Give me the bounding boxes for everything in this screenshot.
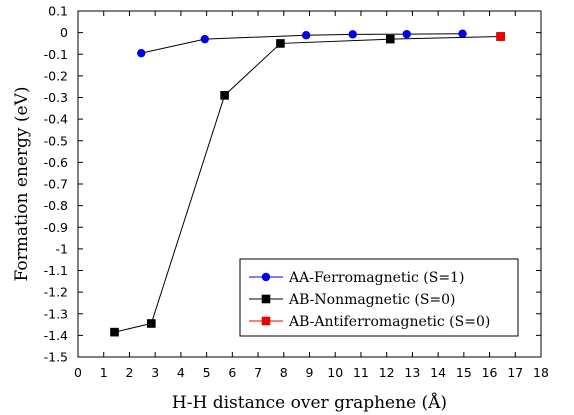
legend-marker: [261, 294, 271, 304]
x-tick-label: 8: [280, 365, 288, 380]
legend: AA-Ferromagnetic (S=1) AB-Nonmagnetic (S=…: [239, 258, 519, 337]
x-tick-label: 3: [151, 365, 159, 380]
y-tick-label: -0.3: [44, 90, 68, 105]
series-line: [114, 36, 501, 333]
y-tick-label: 0.1: [48, 4, 68, 19]
y-tick-label: -1: [56, 241, 68, 256]
y-tick-label: -0.9: [44, 220, 68, 235]
y-tick-label: -1.2: [44, 285, 68, 300]
legend-label: AB-Antiferromagnetic (S=0): [288, 314, 490, 330]
x-tick-label: 13: [404, 365, 420, 380]
series-line: [141, 33, 463, 54]
legend-item: AB-Antiferromagnetic (S=0): [249, 314, 490, 330]
x-tick-label: 0: [74, 365, 82, 380]
y-tick-label: -1.1: [44, 263, 68, 278]
y-tick-label: -0.5: [44, 133, 68, 148]
y-tick-label: -0.8: [44, 198, 68, 213]
x-tick-label: 16: [482, 365, 498, 380]
y-tick-label: -0.2: [44, 68, 68, 83]
y-tick-label: -0.1: [44, 47, 68, 62]
data-point: [458, 29, 467, 38]
data-point: [496, 32, 505, 41]
y-axis-label: Formation energy (eV): [12, 86, 32, 281]
x-tick-label: 4: [177, 365, 185, 380]
x-tick-label: 5: [203, 365, 211, 380]
x-tick-label: 10: [327, 365, 343, 380]
x-tick-label: 17: [507, 365, 523, 380]
y-tick-label: -0.7: [44, 177, 68, 192]
legend-label: AB-Nonmagnetic (S=0): [288, 292, 456, 308]
ticks: 0 1 2 3 4 5 6 7 8 9 10 11 12 13 14 15 16 17 180.10-0.1-0.2…: [44, 4, 549, 381]
x-tick-label: 9: [306, 365, 314, 380]
data-point: [301, 31, 311, 40]
x-axis-label: H-H distance over graphene (Å): [172, 392, 447, 413]
x-tick-label: 14: [430, 365, 446, 380]
x-tick-label: 11: [353, 365, 369, 380]
series-1: [137, 29, 467, 58]
data-point: [110, 327, 119, 337]
x-tick-label: 7: [254, 365, 262, 380]
legend-label: AA-Ferromagnetic (S=1): [288, 270, 464, 286]
x-tick-label: 18: [533, 365, 549, 380]
data-point: [220, 91, 229, 100]
y-tick-label: -0.4: [44, 112, 68, 127]
x-tick-label: 2: [125, 365, 133, 380]
legend-marker: [261, 272, 271, 282]
legend-item: AB-Nonmagnetic (S=0): [249, 292, 456, 308]
data-point: [200, 34, 210, 44]
legend-box: [239, 258, 519, 337]
y-tick-label: -0.6: [44, 155, 68, 170]
data-point: [385, 34, 395, 44]
y-tick-label: -1.5: [44, 350, 68, 365]
series-3: [496, 32, 505, 41]
data-point: [402, 29, 411, 39]
data-point: [348, 30, 357, 39]
x-tick-label: 15: [456, 365, 472, 380]
data-point: [276, 39, 285, 48]
legend-item: AA-Ferromagnetic (S=1): [249, 270, 464, 286]
y-tick-label: 0: [60, 25, 68, 40]
x-tick-label: 6: [228, 365, 236, 380]
series-layer: [110, 29, 505, 337]
x-tick-label: 12: [379, 365, 395, 380]
legend-marker: [261, 316, 271, 326]
x-tick-label: 1: [100, 365, 108, 380]
data-point: [147, 319, 156, 328]
y-tick-label: -1.3: [44, 306, 68, 321]
y-tick-label: -1.4: [44, 328, 68, 343]
data-point: [137, 48, 146, 58]
